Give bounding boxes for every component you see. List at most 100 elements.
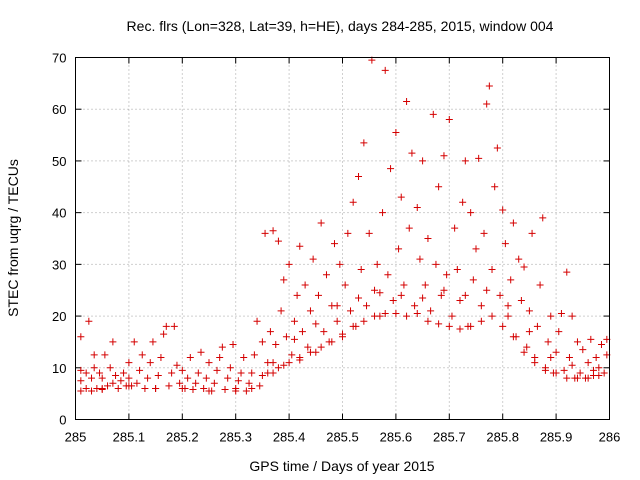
data-point [440,286,448,294]
data-point [285,359,293,367]
data-point [274,237,282,245]
y-tick-label: 70 [52,51,66,66]
data-point [85,317,93,325]
data-point [347,307,355,315]
data-point [517,297,525,305]
data-point [98,374,106,382]
data-point [475,154,483,162]
data-point [341,281,349,289]
data-point [587,335,595,343]
data-point [579,346,587,354]
data-point [245,379,253,387]
data-point [205,387,213,395]
data-point [488,312,496,320]
data-point [480,229,488,237]
data-point [304,343,312,351]
data-point [266,328,274,336]
data-point [317,219,325,227]
data-point [448,312,456,320]
data-point [149,338,157,346]
data-point [528,229,536,237]
data-point [285,260,293,268]
y-tick-label: 60 [52,102,66,117]
data-point [413,203,421,211]
data-point [389,297,397,305]
data-point [154,372,162,380]
data-point [355,294,363,302]
data-point [312,320,320,328]
data-point [173,361,181,369]
grid [75,57,610,420]
data-point [261,229,269,237]
data-point [114,384,122,392]
data-point [461,291,469,299]
x-tick-label: 285.6 [380,430,413,445]
data-point [168,369,176,377]
data-point [544,338,552,346]
data-point [456,297,464,305]
data-point [242,387,250,395]
data-point [467,209,475,217]
data-point [162,322,170,330]
data-point [456,325,464,333]
data-points [77,56,611,395]
data-point [565,353,573,361]
x-tick-label: 285.5 [326,430,359,445]
data-point [472,245,480,253]
data-point [125,374,133,382]
y-tick-label: 10 [52,361,66,376]
data-point [477,317,485,325]
data-point [499,322,507,330]
data-point [77,377,85,385]
data-point [282,333,290,341]
data-point [280,361,288,369]
data-point [520,263,528,271]
data-point [96,369,104,377]
data-point [296,242,304,250]
data-point [411,302,419,310]
data-point [336,260,344,268]
data-point [429,110,437,118]
data-point [101,351,109,359]
data-point [125,382,133,390]
data-point [397,193,405,201]
data-point [224,374,232,382]
x-tick-label: 285 [65,430,87,445]
x-tick-label: 285.7 [433,430,466,445]
data-point [413,309,421,317]
data-point [349,322,357,330]
data-point [152,384,160,392]
data-point [384,271,392,279]
x-axis-label: GPS time / Days of year 2015 [249,458,434,474]
data-point [435,183,443,191]
data-point [357,266,365,274]
data-point [82,384,90,392]
data-point [576,369,584,377]
data-point [381,66,389,74]
data-point [555,328,563,336]
data-point [445,322,453,330]
data-point [525,307,533,315]
data-point [88,387,96,395]
data-point [213,366,221,374]
data-point [133,379,141,387]
data-point [496,291,504,299]
data-point [491,183,499,191]
data-point [408,149,416,157]
data-point [280,276,288,284]
data-point [290,335,298,343]
data-point [136,366,144,374]
data-point [194,369,202,377]
data-point [216,353,224,361]
data-point [584,374,592,382]
data-point [106,364,114,372]
data-point [138,351,146,359]
data-point [584,359,592,367]
data-point [459,198,467,206]
data-point [437,291,445,299]
data-point [258,338,266,346]
data-point [109,379,117,387]
data-point [237,369,245,377]
data-point [192,379,200,387]
